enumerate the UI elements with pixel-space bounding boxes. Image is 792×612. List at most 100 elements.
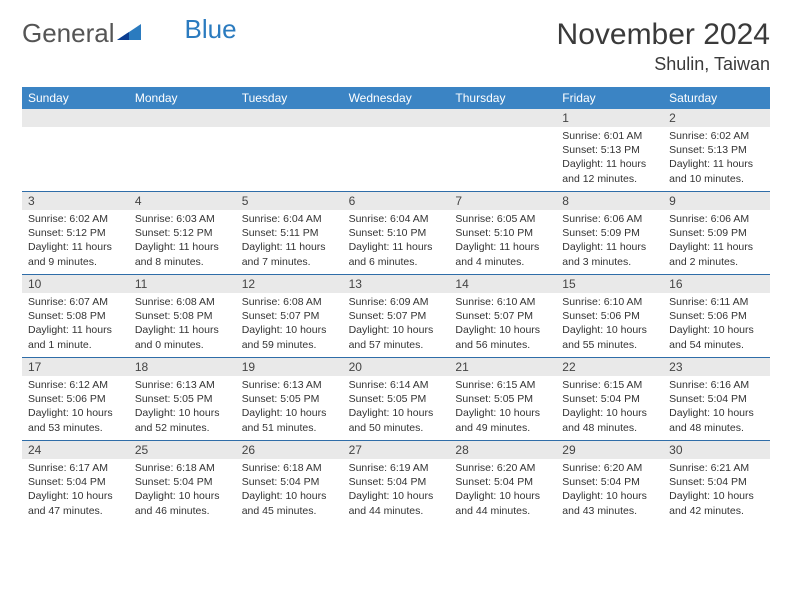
day-line: and 44 minutes.	[455, 504, 550, 518]
day-body: Sunrise: 6:10 AMSunset: 5:06 PMDaylight:…	[556, 293, 663, 356]
day-line: and 46 minutes.	[135, 504, 230, 518]
day-line: Sunset: 5:04 PM	[669, 392, 764, 406]
dow-row: Sunday Monday Tuesday Wednesday Thursday…	[22, 87, 770, 109]
title-block: November 2024 Shulin, Taiwan	[557, 18, 770, 75]
day-body: Sunrise: 6:17 AMSunset: 5:04 PMDaylight:…	[22, 459, 129, 522]
day-line: Sunrise: 6:17 AM	[28, 461, 123, 475]
day-cell	[236, 109, 343, 191]
day-number: 2	[663, 109, 770, 127]
day-body: Sunrise: 6:16 AMSunset: 5:04 PMDaylight:…	[663, 376, 770, 439]
day-cell: 10 Sunrise: 6:07 AMSunset: 5:08 PMDayligh…	[22, 275, 129, 357]
day-number: 16	[663, 275, 770, 293]
day-line: and 56 minutes.	[455, 338, 550, 352]
day-number: 17	[22, 358, 129, 376]
day-body: Sunrise: 6:02 AMSunset: 5:12 PMDaylight:…	[22, 210, 129, 273]
day-line: Daylight: 11 hours	[242, 240, 337, 254]
logo-text-1: General	[22, 18, 115, 49]
day-line: and 12 minutes.	[562, 172, 657, 186]
day-body: Sunrise: 6:06 AMSunset: 5:09 PMDaylight:…	[556, 210, 663, 273]
day-line: Daylight: 10 hours	[242, 323, 337, 337]
day-line: and 57 minutes.	[349, 338, 444, 352]
weeks-container: 1Sunrise: 6:01 AMSunset: 5:13 PMDaylight…	[22, 109, 770, 523]
day-line: Daylight: 10 hours	[349, 406, 444, 420]
day-body: Sunrise: 6:10 AMSunset: 5:07 PMDaylight:…	[449, 293, 556, 356]
day-body: Sunrise: 6:19 AMSunset: 5:04 PMDaylight:…	[343, 459, 450, 522]
day-line: and 1 minute.	[28, 338, 123, 352]
day-line: Daylight: 11 hours	[135, 240, 230, 254]
day-body: Sunrise: 6:12 AMSunset: 5:06 PMDaylight:…	[22, 376, 129, 439]
day-body: Sunrise: 6:13 AMSunset: 5:05 PMDaylight:…	[129, 376, 236, 439]
day-line: Sunset: 5:04 PM	[28, 475, 123, 489]
day-body: Sunrise: 6:02 AMSunset: 5:13 PMDaylight:…	[663, 127, 770, 190]
day-line: Sunset: 5:12 PM	[28, 226, 123, 240]
day-line: Sunset: 5:05 PM	[349, 392, 444, 406]
day-line: Daylight: 10 hours	[349, 323, 444, 337]
day-number: 14	[449, 275, 556, 293]
day-number: 26	[236, 441, 343, 459]
day-line: Sunrise: 6:02 AM	[28, 212, 123, 226]
day-line: Sunrise: 6:11 AM	[669, 295, 764, 309]
day-body: Sunrise: 6:21 AMSunset: 5:04 PMDaylight:…	[663, 459, 770, 522]
day-body: Sunrise: 6:09 AMSunset: 5:07 PMDaylight:…	[343, 293, 450, 356]
day-line: Sunset: 5:07 PM	[242, 309, 337, 323]
day-body: Sunrise: 6:06 AMSunset: 5:09 PMDaylight:…	[663, 210, 770, 273]
day-line: and 59 minutes.	[242, 338, 337, 352]
day-cell	[449, 109, 556, 191]
day-line: Sunset: 5:04 PM	[349, 475, 444, 489]
logo: General Blue	[22, 18, 237, 49]
day-line: Sunrise: 6:10 AM	[562, 295, 657, 309]
calendar-page: General Blue November 2024 Shulin, Taiwa…	[0, 0, 792, 533]
day-line: and 48 minutes.	[669, 421, 764, 435]
day-line: Sunrise: 6:18 AM	[242, 461, 337, 475]
day-body	[236, 127, 343, 187]
day-number: 20	[343, 358, 450, 376]
day-line: Sunset: 5:12 PM	[135, 226, 230, 240]
dow-tue: Tuesday	[236, 87, 343, 109]
day-cell	[129, 109, 236, 191]
day-body: Sunrise: 6:01 AMSunset: 5:13 PMDaylight:…	[556, 127, 663, 190]
day-number: 12	[236, 275, 343, 293]
day-number: 25	[129, 441, 236, 459]
day-line: Sunset: 5:08 PM	[28, 309, 123, 323]
day-line: and 44 minutes.	[349, 504, 444, 518]
day-line: Daylight: 11 hours	[562, 240, 657, 254]
day-line: and 9 minutes.	[28, 255, 123, 269]
week-row: 1Sunrise: 6:01 AMSunset: 5:13 PMDaylight…	[22, 109, 770, 191]
day-cell: 6Sunrise: 6:04 AMSunset: 5:10 PMDaylight…	[343, 192, 450, 274]
day-line: Daylight: 10 hours	[562, 323, 657, 337]
day-line: Sunrise: 6:13 AM	[135, 378, 230, 392]
day-line: and 49 minutes.	[455, 421, 550, 435]
day-body: Sunrise: 6:08 AMSunset: 5:07 PMDaylight:…	[236, 293, 343, 356]
day-cell: 26Sunrise: 6:18 AMSunset: 5:04 PMDayligh…	[236, 441, 343, 523]
day-line: Daylight: 10 hours	[28, 406, 123, 420]
day-line: Daylight: 10 hours	[669, 489, 764, 503]
dow-sun: Sunday	[22, 87, 129, 109]
day-line: Daylight: 11 hours	[562, 157, 657, 171]
day-cell: 17Sunrise: 6:12 AMSunset: 5:06 PMDayligh…	[22, 358, 129, 440]
day-number: 10	[22, 275, 129, 293]
day-cell: 21Sunrise: 6:15 AMSunset: 5:05 PMDayligh…	[449, 358, 556, 440]
day-line: Daylight: 11 hours	[28, 323, 123, 337]
day-line: and 3 minutes.	[562, 255, 657, 269]
day-line: Sunrise: 6:07 AM	[28, 295, 123, 309]
day-line: Daylight: 10 hours	[455, 406, 550, 420]
day-body: Sunrise: 6:15 AMSunset: 5:04 PMDaylight:…	[556, 376, 663, 439]
day-line: Sunrise: 6:20 AM	[562, 461, 657, 475]
day-line: and 0 minutes.	[135, 338, 230, 352]
day-line: Sunrise: 6:10 AM	[455, 295, 550, 309]
day-cell: 15Sunrise: 6:10 AMSunset: 5:06 PMDayligh…	[556, 275, 663, 357]
day-number	[449, 109, 556, 127]
day-cell: 14Sunrise: 6:10 AMSunset: 5:07 PMDayligh…	[449, 275, 556, 357]
logo-mark-icon	[117, 18, 143, 49]
day-number: 1	[556, 109, 663, 127]
day-cell: 16Sunrise: 6:11 AMSunset: 5:06 PMDayligh…	[663, 275, 770, 357]
day-number: 30	[663, 441, 770, 459]
day-line: Daylight: 10 hours	[135, 489, 230, 503]
day-body	[129, 127, 236, 187]
day-line: and 55 minutes.	[562, 338, 657, 352]
day-cell: 28Sunrise: 6:20 AMSunset: 5:04 PMDayligh…	[449, 441, 556, 523]
day-number: 11	[129, 275, 236, 293]
day-number: 3	[22, 192, 129, 210]
day-number	[129, 109, 236, 127]
day-body: Sunrise: 6:03 AMSunset: 5:12 PMDaylight:…	[129, 210, 236, 273]
